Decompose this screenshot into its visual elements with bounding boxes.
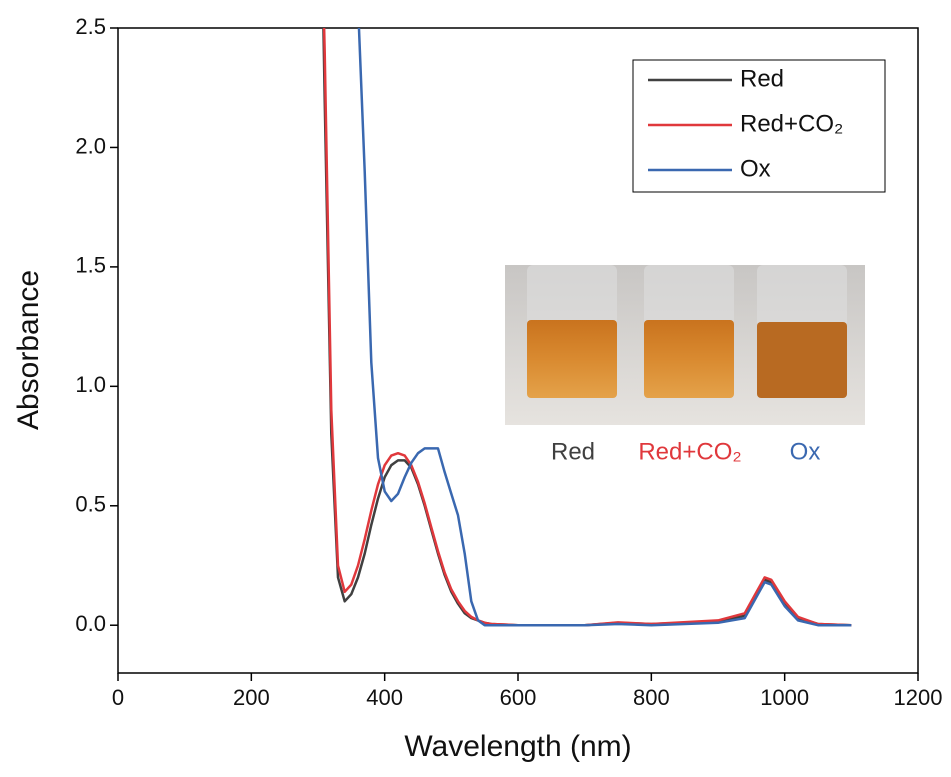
x-axis-title: Wavelength (nm) (404, 730, 631, 763)
y-axis-title: Absorbance (12, 270, 45, 430)
y-tick-label: 2.0 (75, 133, 106, 158)
inset-label: Red+CO₂ (638, 438, 741, 465)
legend-label: Red (740, 65, 784, 92)
legend-label: Ox (740, 155, 771, 182)
y-tick-label: 1.5 (75, 253, 106, 278)
y-tick-label: 0.5 (75, 492, 106, 517)
inset-label: Red (551, 438, 595, 465)
inset-photo (505, 265, 865, 425)
chart: RedRed+CO₂Ox Absorbance Wavelength (nm) … (0, 0, 951, 772)
legend-label: Red+CO₂ (740, 110, 843, 137)
y-tick-label: 0.0 (75, 611, 106, 636)
legend: Red Red+CO₂ Ox (633, 60, 885, 192)
x-tick-label: 1200 (894, 685, 943, 710)
x-tick-label: 0 (112, 685, 124, 710)
x-tick-label: 400 (366, 685, 403, 710)
y-tick-label: 2.5 (75, 14, 106, 39)
x-tick-label: 800 (633, 685, 670, 710)
y-tick-label: 1.0 (75, 372, 106, 397)
x-tick-label: 1000 (760, 685, 809, 710)
x-tick-label: 200 (233, 685, 270, 710)
inset-label: Ox (790, 438, 821, 465)
x-tick-label: 600 (500, 685, 537, 710)
